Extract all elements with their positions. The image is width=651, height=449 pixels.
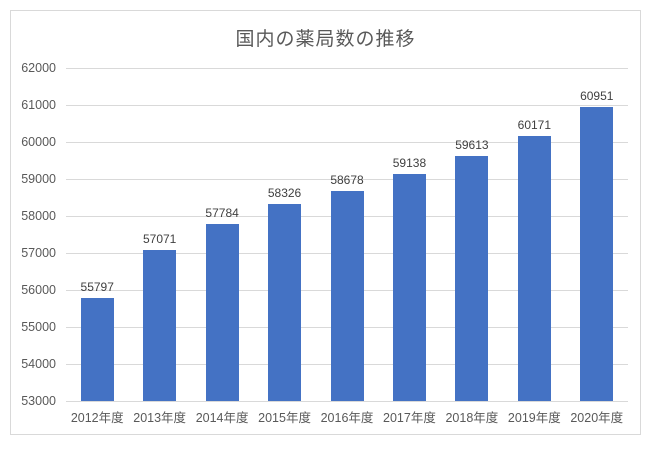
bar-2019年度 [517,135,551,401]
y-axis-tick-label: 61000 [21,98,56,112]
plot-area: 55797 57071 57784 58326 58678 59138 59613 60171… [66,68,628,402]
data-label: 58326 [267,185,302,200]
x-axis-tick-label: 2015年度 [258,411,311,425]
chart-title: 国内の薬局数の推移 [235,29,416,50]
y-axis-tick-label: 59000 [21,172,56,186]
x-axis-tick-label: 2017年度 [383,411,436,425]
gridline [66,179,628,180]
gridline [66,68,628,69]
bar-2016年度 [330,190,364,401]
x-axis-line [66,401,628,402]
x-axis-tick-label: 2016年度 [320,411,374,425]
bar-2015年度 [268,203,302,401]
bar-2018年度 [455,156,489,401]
gridline [66,142,628,143]
x-axis-tick-label: 2019年度 [507,411,561,425]
y-axis-tick-label: 56000 [21,283,56,297]
bar-2017年度 [392,173,426,401]
x-axis-tick-label: 2013年度 [133,411,187,425]
x-axis-tick-label: 2020年度 [570,411,624,425]
data-label: 60171 [517,117,552,132]
y-axis-tick-label: 57000 [21,246,56,260]
data-label: 60951 [580,88,614,103]
x-axis-tick-label: 2014年度 [195,411,249,425]
data-label: 58678 [330,172,364,187]
bar-2020年度 [580,106,614,401]
data-label: 59613 [455,138,489,153]
x-axis-tick-label: 2018年度 [445,411,499,425]
y-axis-tick-label: 58000 [21,209,56,223]
x-axis-tick-label: 2012年度 [70,411,124,425]
y-axis-tick-label: 62000 [21,61,56,75]
gridline [66,105,628,106]
data-label: 59138 [392,155,427,170]
y-axis-tick-label: 53000 [21,394,56,408]
y-axis-tick-label: 55000 [21,320,56,334]
data-label: 55797 [80,279,114,294]
y-axis-tick-label: 54000 [21,357,56,371]
bar-2013年度 [143,250,177,401]
bar-2012年度 [80,297,114,401]
data-label: 57784 [205,205,239,220]
y-axis-tick-label: 60000 [21,135,56,149]
bar-2014年度 [205,223,239,401]
data-label: 57071 [142,232,177,247]
bar-chart: 国内の薬局数の推移 55797 57071 57784 58326 58678 59138… [10,10,641,435]
